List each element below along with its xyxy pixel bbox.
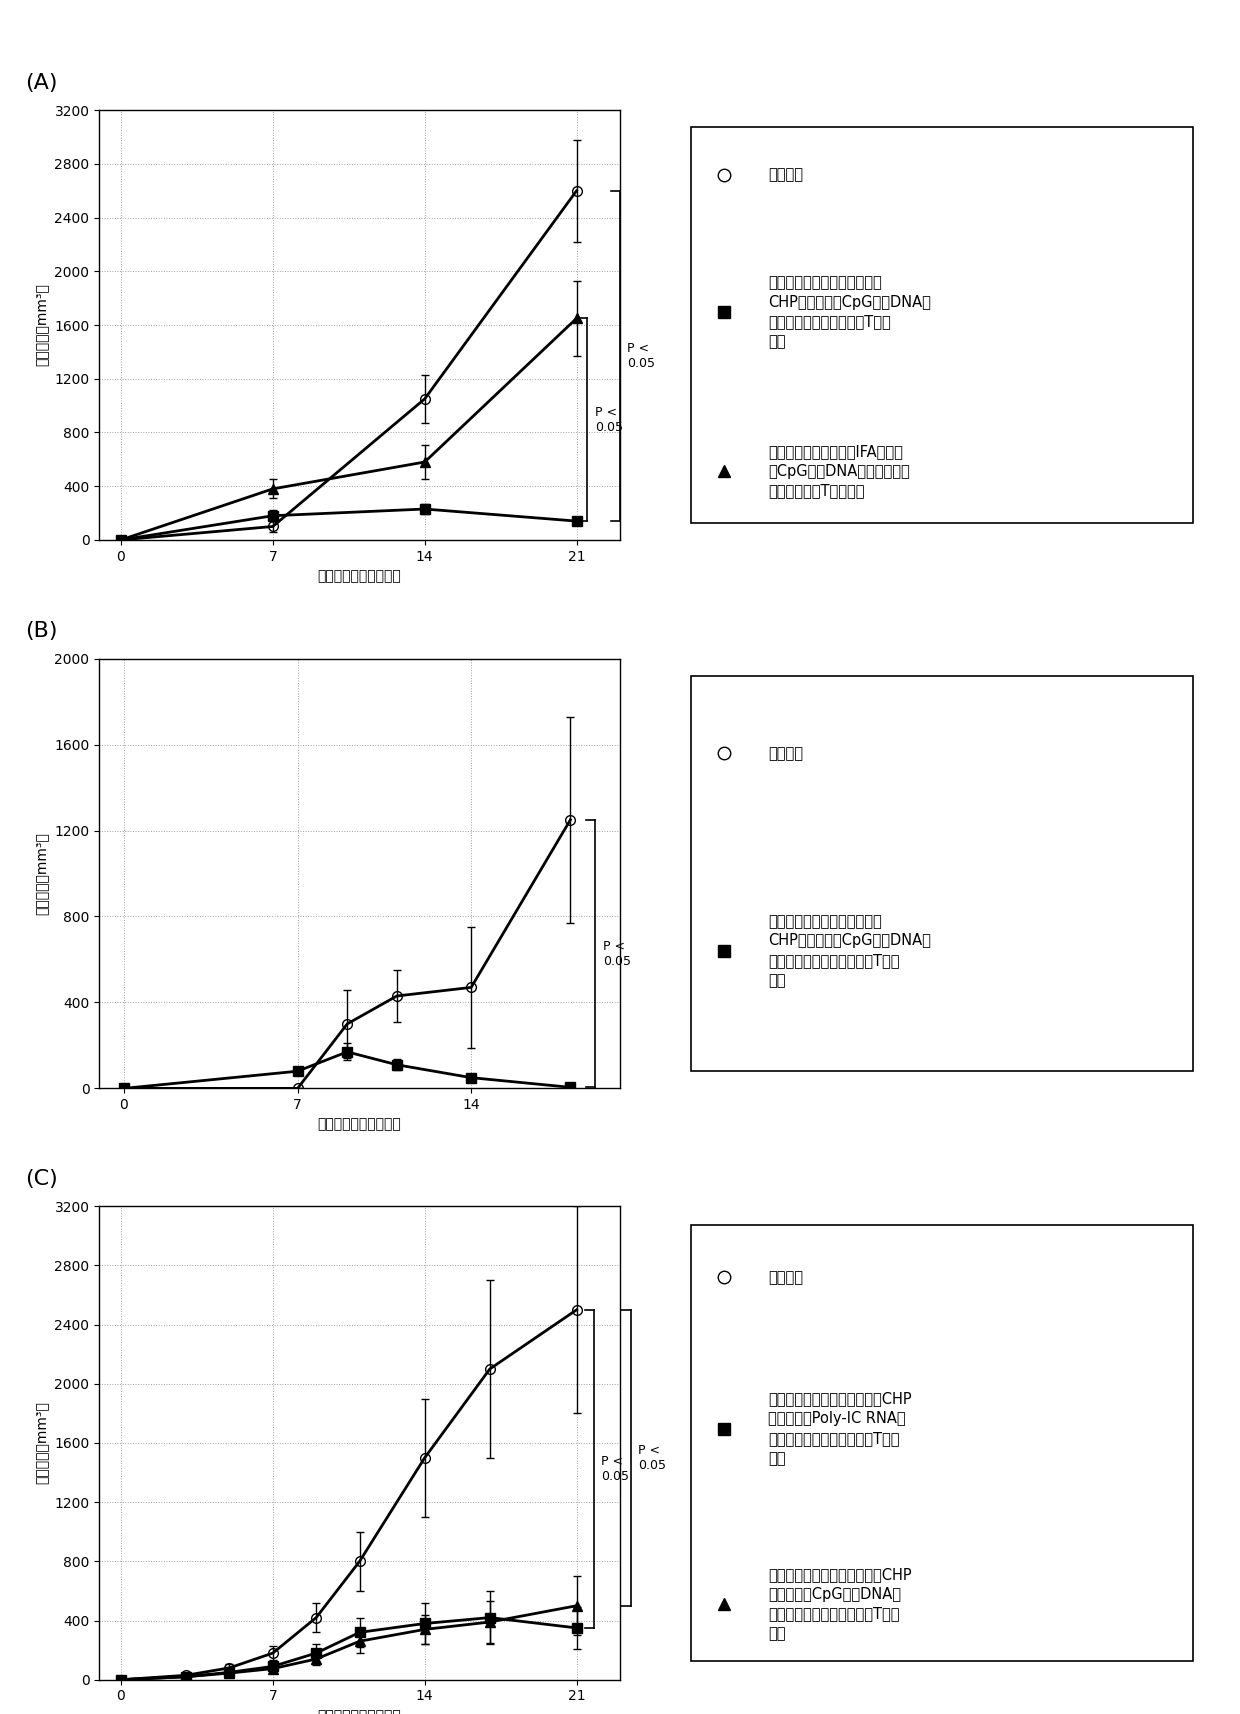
Text: 预处理药物（长链肽：IFA混合物
＋CpG寡聚DNA、皮下给药）
＋抗原特异性T细胞输注: 预处理药物（长链肽：IFA混合物 ＋CpG寡聚DNA、皮下给药） ＋抗原特异性T… xyxy=(768,444,910,499)
Text: 预处理药物（长链肽抗原搜载
CHP纳米凝胶＋CpG寡聚DNA、
皮下给药）＋抗原特异性T细胞
输注: 预处理药物（长链肽抗原搜载 CHP纳米凝胶＋CpG寡聚DNA、 皮下给药）＋抗原… xyxy=(768,274,931,350)
Text: (C): (C) xyxy=(25,1169,57,1190)
X-axis label: 肿瘤移植后天数（天）: 肿瘤移植后天数（天） xyxy=(317,1709,402,1714)
X-axis label: 肿瘤移植后天数（天）: 肿瘤移植后天数（天） xyxy=(317,569,402,583)
Text: (B): (B) xyxy=(25,622,57,641)
Text: P <
0.05: P < 0.05 xyxy=(603,939,631,967)
Text: 未治疗组: 未治疗组 xyxy=(768,1270,802,1286)
Y-axis label: 肿瘤体积（mm³）: 肿瘤体积（mm³） xyxy=(35,1402,48,1484)
Text: 预处理药物（长链肽抗原搜载CHP
纳米凝胶＋Poly-IC RNA、
静脉内给药）＋抗原特异性T细胞
输注: 预处理药物（长链肽抗原搜载CHP 纳米凝胶＋Poly-IC RNA、 静脉内给药… xyxy=(768,1392,911,1465)
Y-axis label: 肿瘤体积（mm³）: 肿瘤体积（mm³） xyxy=(35,283,48,367)
X-axis label: 肿瘤移植后天数（天）: 肿瘤移植后天数（天） xyxy=(317,1118,402,1131)
Text: 预处理药物（长链肽抗原搜载
CHP纳米凝胶＋CpG寡聚DNA、
静脉内给药）＋抗原特异性T细胞
输注: 预处理药物（长链肽抗原搜载 CHP纳米凝胶＋CpG寡聚DNA、 静脉内给药）＋抗… xyxy=(768,914,931,987)
Text: P <
0.05: P < 0.05 xyxy=(601,1455,630,1483)
Text: P <
0.05: P < 0.05 xyxy=(627,341,656,370)
Text: 未治疗组: 未治疗组 xyxy=(768,166,802,182)
Text: P <
0.05: P < 0.05 xyxy=(595,406,622,434)
Text: (A): (A) xyxy=(25,74,57,93)
Text: P <
0.05: P < 0.05 xyxy=(639,1443,666,1472)
Y-axis label: 肿瘤体积（mm³）: 肿瘤体积（mm³） xyxy=(35,831,48,915)
Text: 未治疗组: 未治疗组 xyxy=(768,746,802,761)
Text: 预处理药物（长链肽抗原搜载CHP
纳米凝胶＋CpG寡聚DNA、
静脉内给药）＋抗原特异性T细胞
输注: 预处理药物（长链肽抗原搜载CHP 纳米凝胶＋CpG寡聚DNA、 静脉内给药）＋抗… xyxy=(768,1567,911,1642)
